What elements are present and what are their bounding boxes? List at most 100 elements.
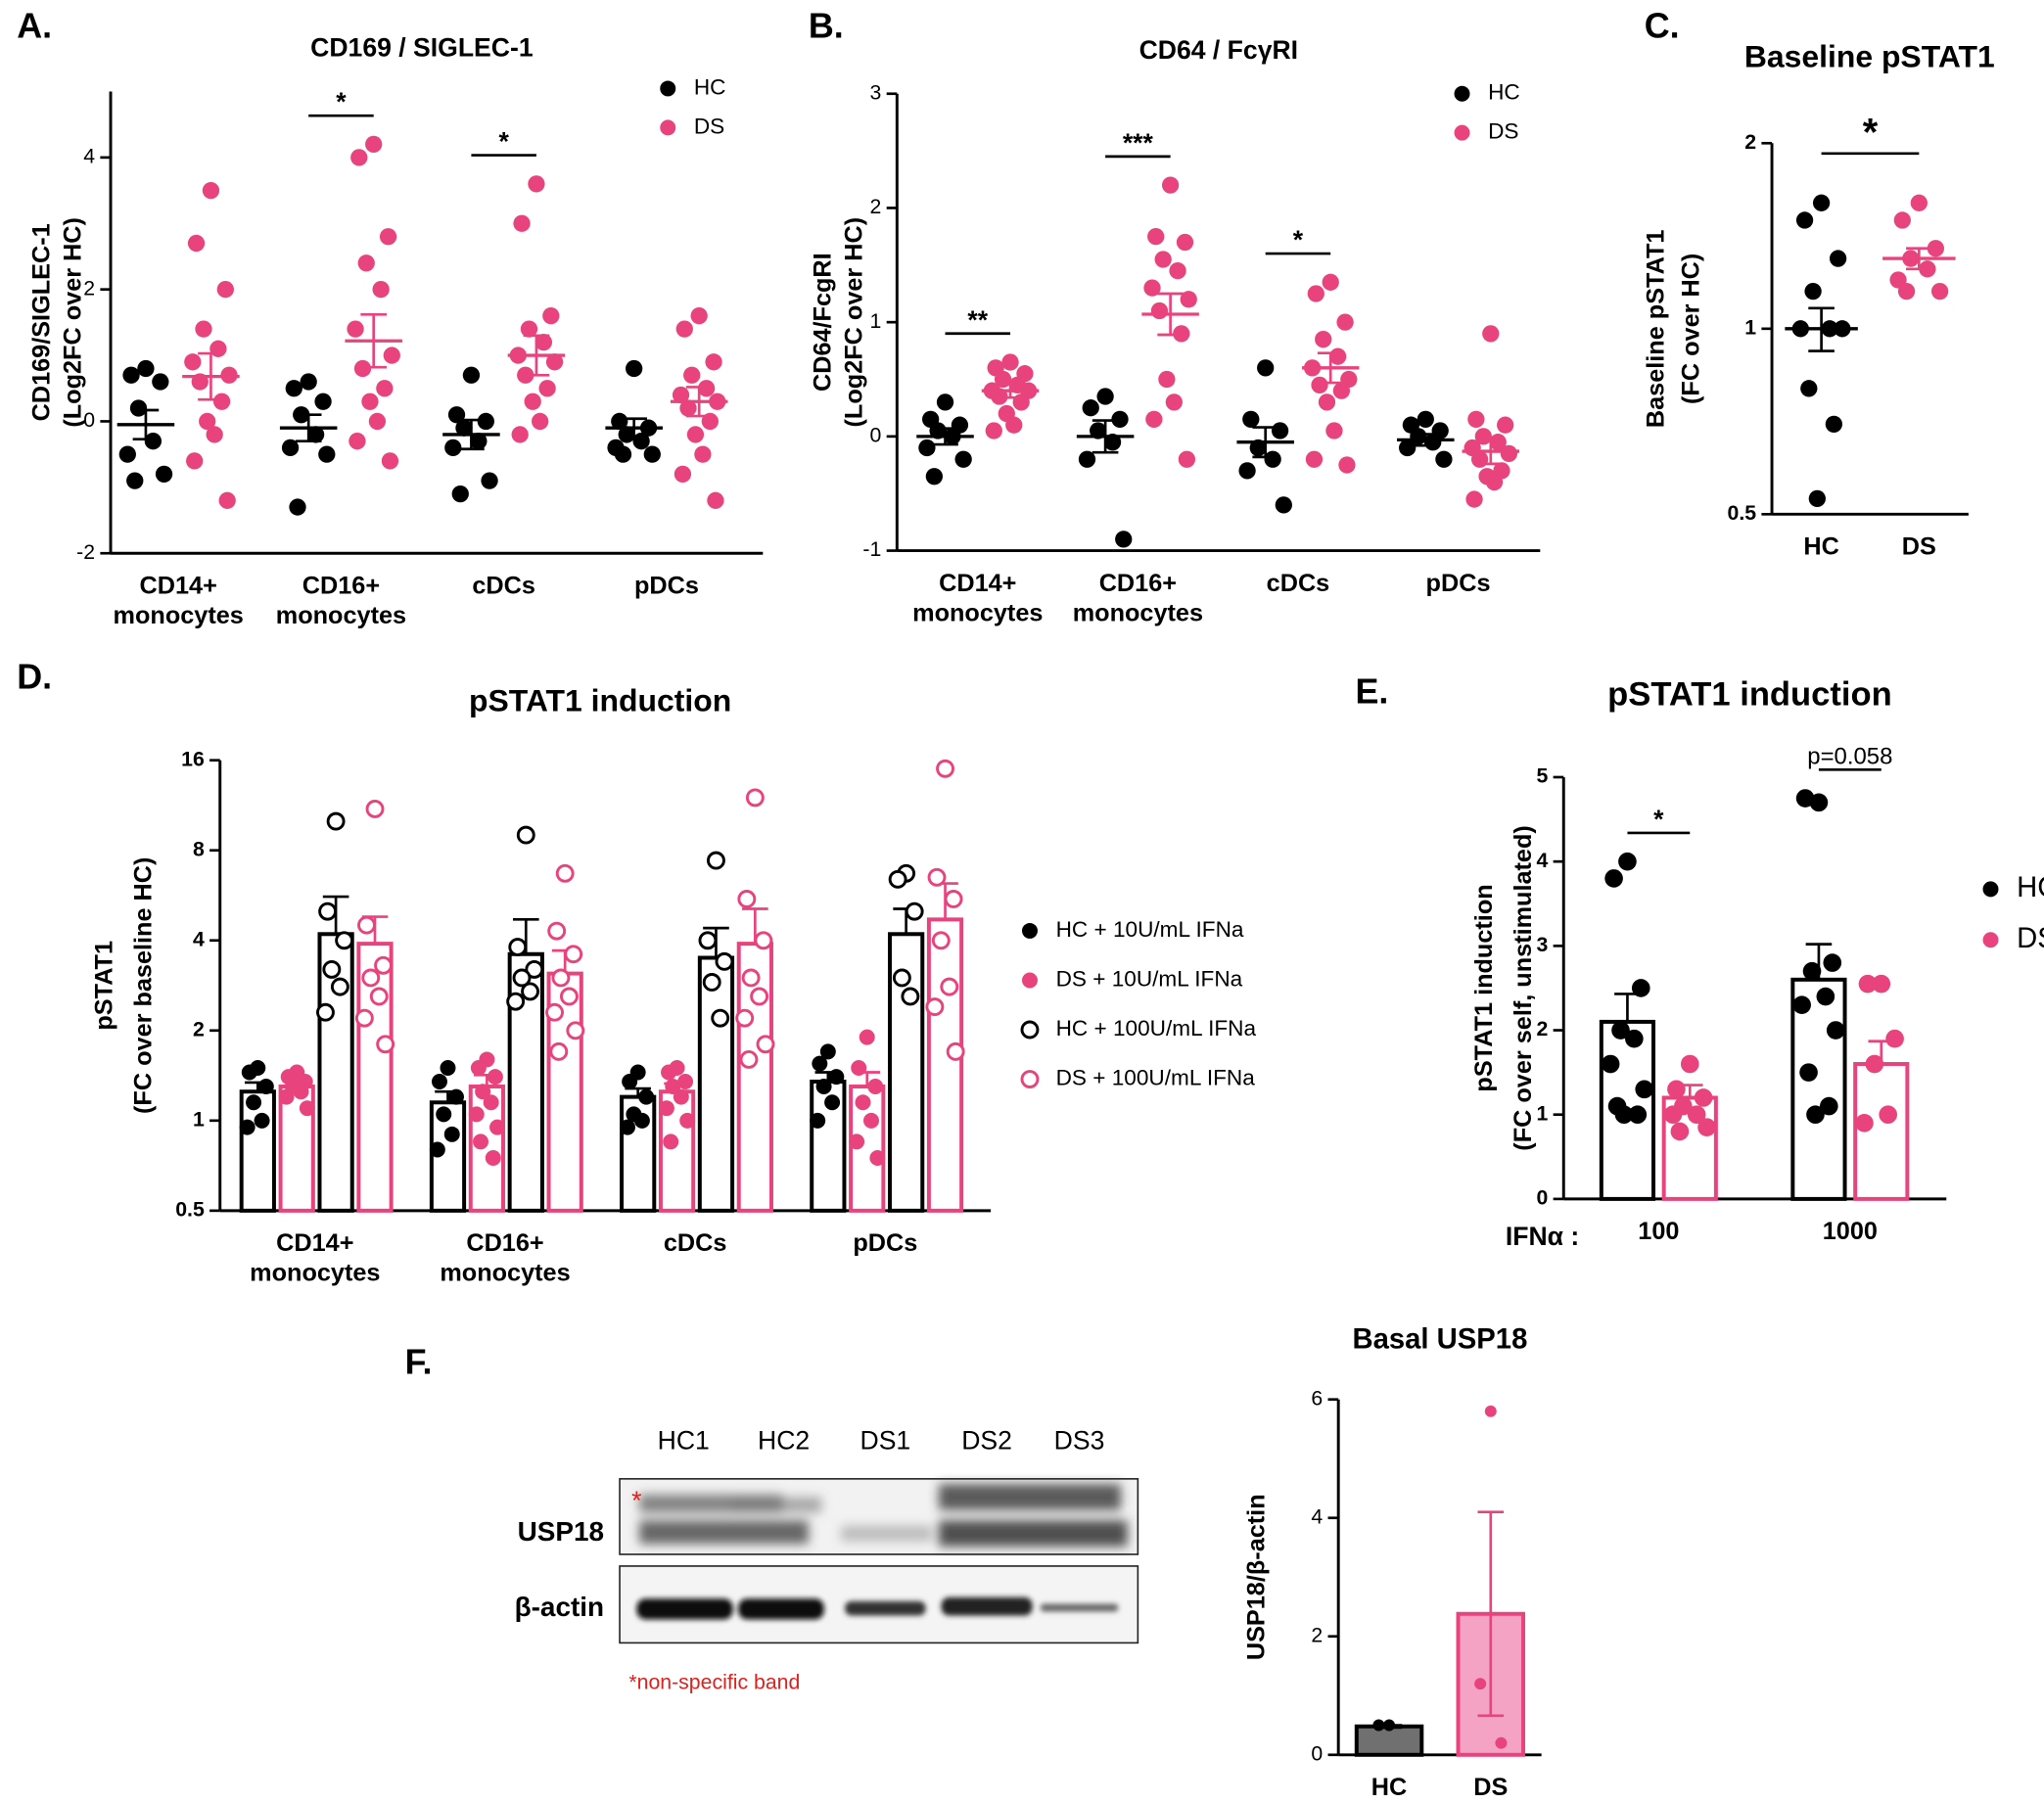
y-tick-label: 4 [193, 927, 205, 950]
data-point [564, 945, 583, 964]
data-point [1694, 1088, 1713, 1107]
x-tick-label: CD16+ [466, 1229, 543, 1257]
data-point [1497, 416, 1514, 434]
legend-label: HC + 100U/mL IFNa [1056, 1016, 1257, 1040]
data-point [1825, 415, 1843, 433]
data-point [991, 388, 1008, 405]
data-point [1919, 260, 1936, 278]
data-point [1169, 262, 1186, 280]
data-point [828, 1069, 845, 1086]
data-point [487, 1069, 503, 1086]
data-point [1111, 410, 1129, 429]
data-point [1893, 211, 1911, 229]
data-point [1495, 1736, 1508, 1749]
data-point [869, 1150, 886, 1167]
data-point [614, 445, 632, 463]
significance-label: * [336, 87, 347, 116]
data-point [1090, 422, 1107, 439]
data-point [1795, 789, 1815, 808]
data-point [633, 1112, 650, 1129]
data-point [1855, 1114, 1874, 1133]
data-point [1697, 1118, 1716, 1136]
data-point [314, 393, 332, 410]
y-tick-label: -1 [862, 537, 881, 561]
data-point [257, 1079, 274, 1094]
data-point [285, 380, 302, 397]
data-point [202, 181, 220, 200]
data-point [1680, 1054, 1699, 1074]
y-tick-label: 3 [870, 80, 882, 104]
data-point [1410, 428, 1427, 445]
data-point [1180, 291, 1197, 308]
data-point [1249, 439, 1267, 457]
data-point [1399, 439, 1417, 457]
panel: C. Baseline pSTAT1 Baseline pSTAT1 (FC over… [1643, 7, 1995, 561]
data-point [925, 997, 945, 1017]
lane-label: HC2 [758, 1426, 810, 1456]
data-point [525, 959, 544, 979]
data-point [1238, 462, 1256, 480]
data-point [1614, 1105, 1634, 1125]
data-point [1001, 353, 1019, 371]
panel-label: D. [17, 658, 52, 697]
y-tick-label: 0 [870, 423, 882, 446]
chart-title: pSTAT1 induction [1607, 676, 1892, 714]
bar [1790, 977, 1847, 1201]
data-point [187, 234, 206, 253]
x-tick-label: CD14+ [276, 1229, 353, 1257]
data-point [741, 968, 761, 988]
data-point [674, 465, 692, 484]
data-point [690, 306, 708, 325]
data-point [632, 433, 650, 450]
data-point [126, 472, 144, 489]
data-point [376, 380, 394, 397]
data-point [1635, 1080, 1654, 1099]
data-point [1930, 282, 1949, 300]
data-point [701, 412, 719, 431]
blot-bands [638, 1484, 1128, 1547]
legend-marker [1982, 932, 1999, 948]
data-point [1879, 1105, 1898, 1125]
data-point [1470, 450, 1489, 468]
data-point [1424, 434, 1442, 451]
data-point [357, 254, 375, 272]
data-point [705, 353, 722, 371]
data-point [739, 1049, 759, 1069]
panel: A. CD169 / SIGLEC-1 CD169/SIGLEC-1 (Log2FC … [17, 7, 764, 629]
data-point [622, 1074, 638, 1089]
data-point [675, 320, 693, 338]
data-point [665, 1079, 681, 1094]
legend-label: HC [1488, 80, 1520, 105]
data-point [447, 406, 466, 424]
data-point [1800, 380, 1818, 397]
significance-label: p=0.058 [1807, 744, 1892, 770]
data-point [1435, 450, 1453, 468]
data-point [711, 1008, 730, 1028]
y-tick-label: 0 [83, 408, 95, 432]
y-tick-label: 0 [1536, 1186, 1548, 1210]
data-point [1795, 211, 1814, 229]
data-point [851, 1060, 867, 1076]
data-point [679, 1112, 696, 1129]
data-point [1834, 320, 1851, 338]
data-point [683, 366, 701, 384]
data-point [335, 931, 354, 950]
data-point [513, 214, 531, 232]
data-point [511, 426, 529, 443]
y-tick-label: 0.5 [175, 1197, 205, 1221]
y-tick-label: 2 [1744, 130, 1756, 154]
data-point [661, 1064, 677, 1081]
data-point [1467, 410, 1485, 429]
data-point [1631, 979, 1650, 997]
y-tick-label: 1 [1536, 1101, 1548, 1125]
data-point [1158, 370, 1176, 389]
y-tick-label: 2 [193, 1017, 205, 1040]
data-point [750, 987, 769, 1006]
data-point [1383, 1719, 1396, 1732]
data-point [195, 320, 212, 338]
data-point [626, 359, 643, 378]
data-point [1792, 995, 1811, 1014]
data-point [470, 433, 488, 450]
legend-marker [1454, 124, 1470, 141]
data-point [1618, 852, 1637, 871]
